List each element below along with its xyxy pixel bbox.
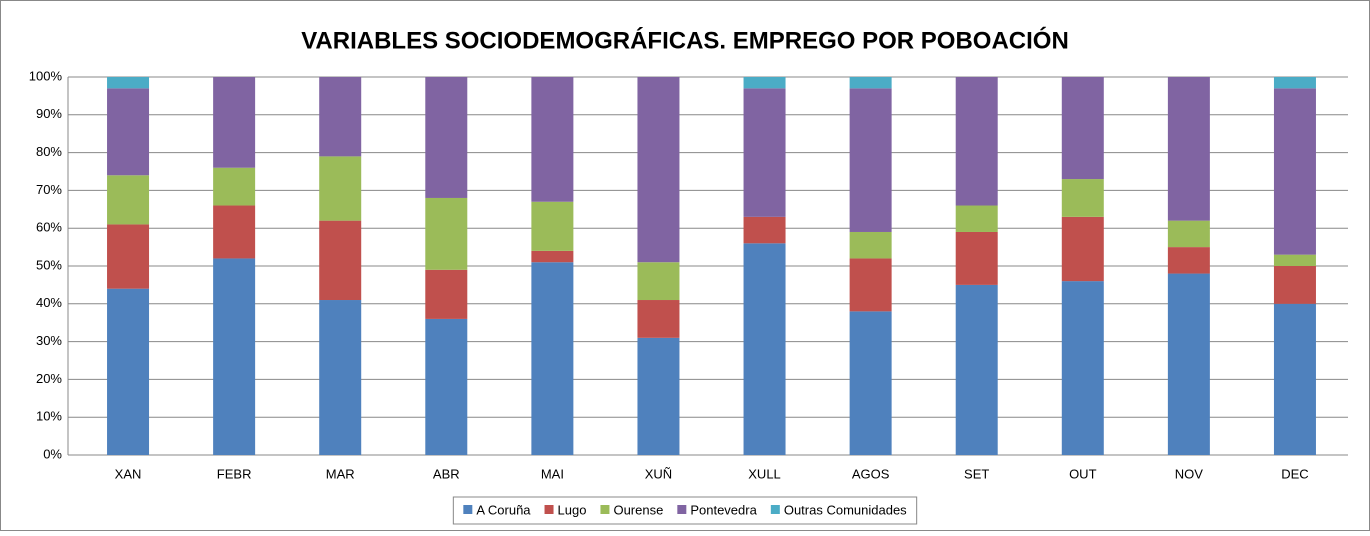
bar-segment [1061,281,1104,455]
x-tick-label: XUÑ [645,466,672,481]
x-tick-label: ABR [433,466,460,481]
y-tick-label: 70% [36,182,62,197]
bar-segment [1167,77,1210,221]
bar-segment [849,88,892,232]
x-tick-label: XAN [115,466,142,481]
x-tick-label: FEBR [217,466,252,481]
bar-segment [743,216,786,244]
bar-segment [849,258,892,312]
bar-segment [743,77,786,89]
bar-segment [955,77,998,206]
bar-segment [637,262,680,301]
bar-segment [531,201,574,251]
bar-segment [1167,220,1210,248]
bar-segment [425,318,468,455]
bar-segment [1273,77,1316,89]
bar-segment [425,197,468,270]
y-tick-label: 90% [36,106,62,121]
y-tick-label: 60% [36,220,62,235]
y-tick-label: 0% [43,446,62,461]
x-tick-label: MAR [326,466,355,481]
bar-segment [1273,254,1316,266]
bar-segment [1061,77,1104,180]
legend-label: Lugo [558,502,587,517]
bar-segment [955,284,998,455]
x-tick-label: DEC [1281,466,1308,481]
bar-segment [213,167,256,206]
bar-segment [531,77,574,202]
y-tick-label: 10% [36,409,62,424]
y-tick-label: 40% [36,295,62,310]
bar-segment [1061,216,1104,282]
bar-segment [319,156,362,221]
bar-segment [637,77,680,263]
bar-segment [955,205,998,232]
legend-label: Ourense [613,502,663,517]
bar-segment [849,311,892,455]
bar-segment [213,205,256,259]
legend-swatch [544,505,554,514]
legend-swatch [770,505,780,514]
bar-segment [107,288,150,455]
bar-segment [743,88,786,217]
chart-title: VARIABLES SOCIODEMOGRÁFICAS. EMPREGO POR… [301,26,1069,54]
bar-segment [107,88,150,176]
bar-segment [1061,179,1104,217]
bar-segment [319,77,362,157]
legend-swatch [677,505,687,514]
bar-segment [637,337,680,455]
bar-segment [425,269,468,319]
x-tick-label: OUT [1069,466,1097,481]
bar-segment [849,77,892,89]
bar-segment [107,77,150,89]
y-tick-label: 20% [36,371,62,386]
legend-label: A Coruña [476,502,531,517]
x-tick-label: XULL [748,466,781,481]
bar-segment [1273,266,1316,304]
y-tick-label: 100% [29,68,63,83]
bar-segment [1273,88,1316,255]
legend-swatch [463,505,473,514]
legend-label: Pontevedra [690,502,757,517]
bar-segment [107,175,150,225]
bar-segment [743,243,786,455]
bar-segment [213,77,256,168]
bar-segment [1167,273,1210,455]
bar-segment [955,231,998,285]
bar-segment [531,262,574,455]
bar-segment [213,258,256,455]
y-tick-label: 80% [36,144,62,159]
x-tick-label: MAI [541,466,564,481]
bar-segment [531,250,574,263]
bar-segment [637,300,680,338]
legend-label: Outras Comunidades [784,502,907,517]
bar-segment [849,231,892,259]
x-tick-label: AGOS [852,466,890,481]
bar-segment [107,224,150,289]
bar-segment [1273,303,1316,455]
y-tick-label: 50% [36,257,62,272]
bar-segment [425,77,468,198]
x-tick-label: SET [964,466,989,481]
y-tick-label: 30% [36,333,62,348]
bar-segment [319,220,362,301]
bar-segment [1167,247,1210,274]
x-tick-label: NOV [1175,466,1204,481]
legend-swatch [600,505,610,514]
bar-segment [319,300,362,455]
